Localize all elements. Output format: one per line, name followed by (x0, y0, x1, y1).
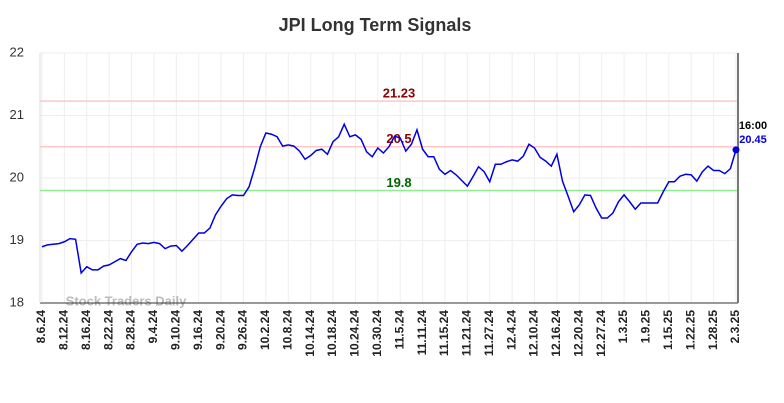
x-tick-label: 1.22.25 (683, 310, 697, 350)
x-tick-label: 1.3.25 (616, 310, 630, 344)
x-tick-label: 12.4.24 (504, 310, 518, 350)
y-tick-label: 21 (10, 107, 24, 122)
x-tick-label: 12.10.24 (527, 310, 541, 357)
last-time: 16:00 (739, 120, 767, 132)
x-tick-label: 12.27.24 (594, 310, 608, 357)
x-tick-label: 9.20.24 (213, 310, 227, 350)
watermark: Stock Traders Daily (66, 293, 187, 308)
x-tick-label: 10.8.24 (280, 310, 294, 350)
price-line (41, 122, 737, 275)
y-tick-label: 18 (10, 294, 24, 309)
signal-label: 20.5 (386, 131, 411, 146)
x-tick-label: 11.27.24 (482, 310, 496, 356)
y-tick-label: 22 (10, 44, 24, 59)
x-tick-label: 9.16.24 (191, 310, 205, 350)
x-tick-label: 8.12.24 (57, 310, 71, 350)
x-tick-label: 10.18.24 (325, 310, 339, 357)
x-tick-label: 8.6.24 (34, 310, 48, 344)
x-tick-label: 8.28.24 (124, 310, 138, 350)
x-tick-label: 10.2.24 (258, 310, 272, 350)
x-tick-label: 8.16.24 (79, 310, 93, 350)
x-tick-label: 9.4.24 (146, 310, 160, 344)
x-tick-label: 8.22.24 (101, 310, 115, 350)
x-tick-label: 12.20.24 (571, 310, 585, 357)
y-tick-label: 19 (10, 232, 24, 247)
last-point (732, 146, 740, 154)
x-tick-label: 2.3.25 (728, 310, 742, 344)
x-tick-label: 9.10.24 (168, 310, 182, 350)
y-tick-label: 20 (10, 169, 24, 184)
x-tick-label: 12.16.24 (549, 310, 563, 357)
signal-label: 21.23 (383, 86, 416, 101)
x-tick-label: 1.15.25 (661, 310, 675, 350)
signal-label: 19.8 (386, 175, 411, 190)
x-tick-label: 1.28.25 (706, 310, 720, 350)
x-tick-label: 11.15.24 (437, 310, 451, 356)
x-tick-label: 11.11.24 (415, 310, 429, 356)
x-tick-label: 10.24.24 (348, 310, 362, 357)
x-tick-label: 9.26.24 (236, 310, 250, 350)
x-tick-label: 1.9.25 (639, 310, 653, 344)
x-tick-label: 10.30.24 (370, 310, 384, 357)
x-tick-label: 10.14.24 (303, 310, 317, 357)
last-value: 20.45 (739, 134, 767, 146)
x-tick-label: 11.5.24 (392, 310, 406, 350)
chart-title: JPI Long Term Signals (279, 15, 472, 35)
x-tick-label: 11.21.24 (460, 310, 474, 356)
